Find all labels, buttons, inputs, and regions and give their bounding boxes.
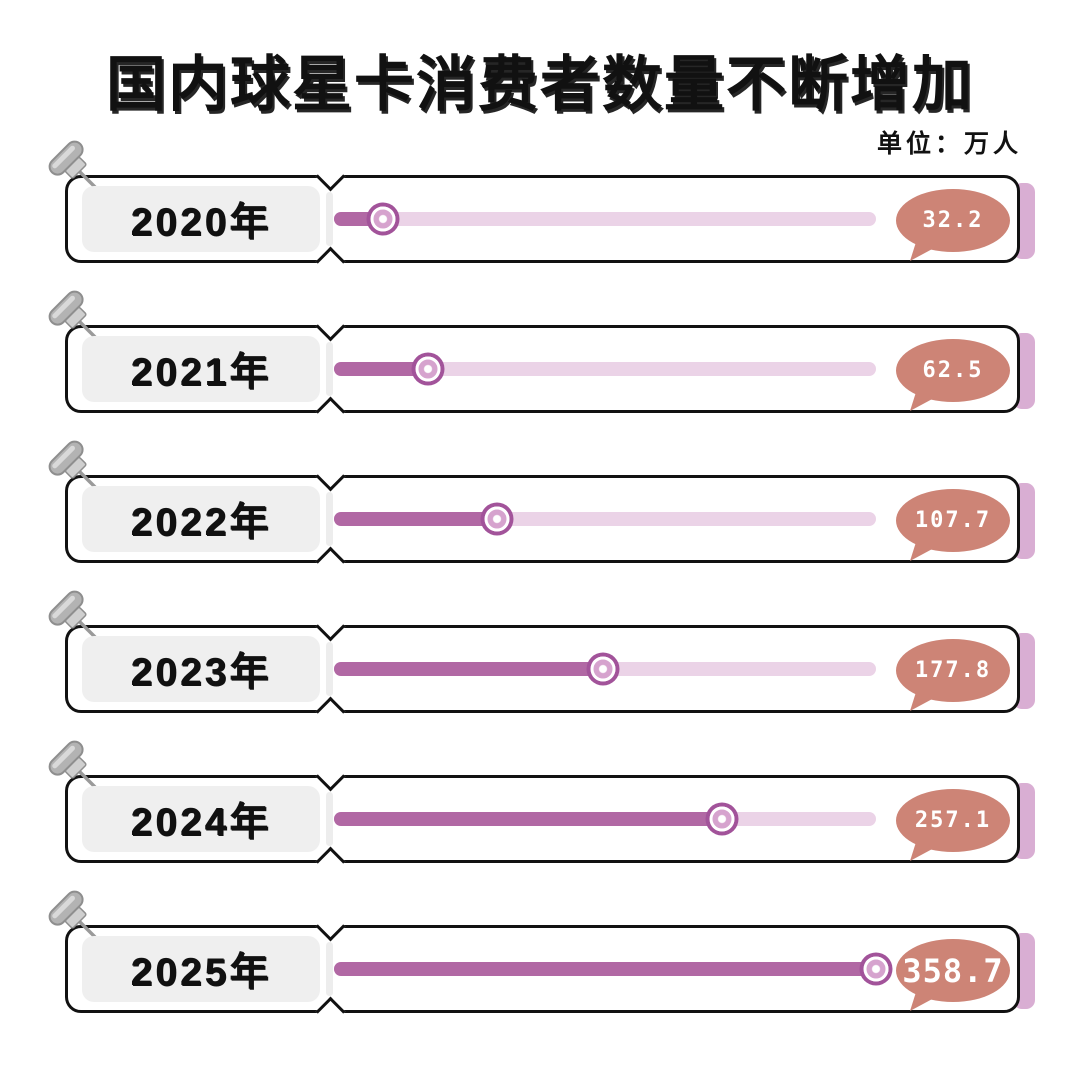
- ticket-notch-bottom: [315, 696, 346, 727]
- slider-marker-icon: [590, 656, 616, 682]
- value-label: 107.7: [914, 508, 992, 533]
- year-label-card: 2021年: [82, 336, 320, 402]
- progress-fill: [334, 962, 876, 976]
- year-label: 2021年: [130, 351, 272, 394]
- year-label: 2024年: [130, 801, 272, 844]
- perforation-line: [326, 342, 333, 396]
- ticket-notch-bottom: [315, 846, 346, 877]
- year-row: 2025年 358.7: [48, 890, 1035, 1027]
- year-label-card: 2020年: [82, 186, 320, 252]
- unit-label: 单位：万人: [876, 130, 1022, 158]
- value-label: 32.2: [922, 208, 984, 233]
- value-bubble: 257.1: [896, 789, 1010, 852]
- value-bubble: 177.8: [896, 639, 1010, 702]
- progress-fill: [334, 362, 429, 376]
- year-row: 2021年 62.5: [48, 290, 1035, 427]
- progress-track: [334, 362, 876, 376]
- ticket-notch-top: [315, 611, 346, 642]
- year-label: 2023年: [130, 651, 272, 694]
- year-label: 2025年: [130, 951, 272, 994]
- ticket-notch-top: [315, 761, 346, 792]
- progress-fill: [334, 812, 723, 826]
- progress-track: [334, 212, 876, 226]
- progress-fill: [334, 512, 497, 526]
- slider-marker-icon: [415, 356, 441, 382]
- perforation-line: [326, 792, 333, 846]
- year-label-card: 2022年: [82, 486, 320, 552]
- slider-marker-icon: [484, 506, 510, 532]
- slider-marker-icon: [863, 956, 889, 982]
- ticket-notch-top: [315, 161, 346, 192]
- ticket-notch-top: [315, 911, 346, 942]
- slider-marker-icon: [370, 206, 396, 232]
- perforation-line: [326, 492, 333, 546]
- progress-bar: [334, 506, 876, 532]
- value-bubble: 32.2: [896, 189, 1010, 252]
- ticket-card: 2022年 107.7: [48, 440, 1020, 577]
- year-label-card: 2024年: [82, 786, 320, 852]
- value-label: 62.5: [922, 358, 984, 383]
- year-row: 2023年 177.8: [48, 590, 1035, 727]
- progress-bar: [334, 206, 876, 232]
- progress-bar: [334, 356, 876, 382]
- value-bubble: 358.7: [896, 939, 1010, 1002]
- page-title: 国内球星卡消费者数量不断增加: [106, 51, 974, 118]
- progress-fill: [334, 662, 603, 676]
- year-label: 2020年: [130, 201, 272, 244]
- slider-marker-icon: [709, 806, 735, 832]
- perforation-line: [326, 942, 333, 996]
- value-label: 257.1: [914, 808, 992, 833]
- ticket-card: 2020年 32.2: [48, 140, 1020, 277]
- progress-bar: [334, 956, 889, 982]
- progress-bar: [334, 656, 876, 682]
- ticket-card: 2025年 358.7: [48, 890, 1020, 1027]
- perforation-line: [326, 642, 333, 696]
- year-label-card: 2023年: [82, 636, 320, 702]
- value-bubble: 107.7: [896, 489, 1010, 552]
- progress-bar: [334, 806, 876, 832]
- ticket-notch-top: [315, 311, 346, 342]
- year-label: 2022年: [130, 501, 272, 544]
- ticket-card: 2024年 257.1: [48, 740, 1020, 877]
- ticket-card: 2023年 177.8: [48, 590, 1020, 727]
- year-row: 2020年 32.2: [48, 140, 1035, 277]
- year-label-card: 2025年: [82, 936, 320, 1002]
- value-bubble: 62.5: [896, 339, 1010, 402]
- year-row: 2022年 107.7: [48, 440, 1035, 577]
- ticket-notch-bottom: [315, 246, 346, 277]
- perforation-line: [326, 192, 333, 246]
- value-label: 177.8: [914, 658, 992, 683]
- ticket-notch-bottom: [315, 396, 346, 427]
- year-row: 2024年 257.1: [48, 740, 1035, 877]
- ticket-card: 2021年 62.5: [48, 290, 1020, 427]
- ticket-notch-bottom: [315, 546, 346, 577]
- ticket-notch-bottom: [315, 996, 346, 1027]
- value-label: 358.7: [902, 951, 1004, 990]
- ticket-notch-top: [315, 461, 346, 492]
